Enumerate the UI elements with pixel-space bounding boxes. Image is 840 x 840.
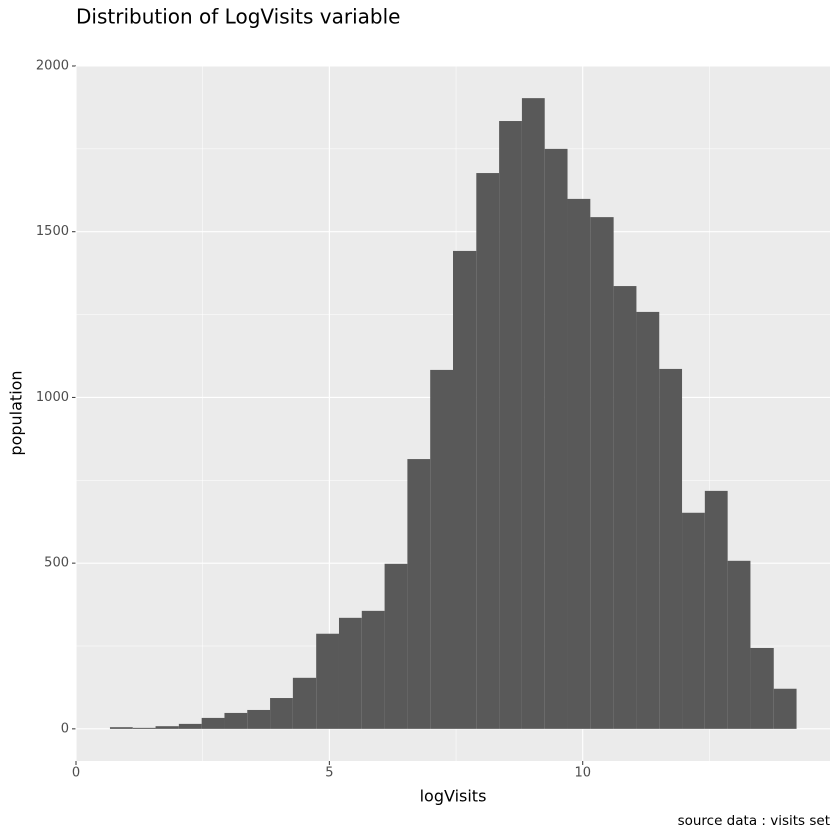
bar <box>453 250 477 729</box>
x-tick-label: 5 <box>325 766 333 781</box>
bar <box>659 368 683 729</box>
bar <box>178 723 202 729</box>
bar <box>361 610 385 729</box>
bar <box>132 727 156 729</box>
bar <box>521 98 545 729</box>
x-tick-label: 10 <box>574 766 591 781</box>
bar <box>247 709 271 729</box>
bar <box>682 512 705 729</box>
bar <box>567 198 591 729</box>
y-tick-label: 2000 <box>36 59 69 74</box>
bar <box>430 369 453 729</box>
caption: source data : visits set <box>678 813 830 829</box>
bar <box>270 698 293 729</box>
bar <box>613 286 637 729</box>
bar <box>499 121 522 729</box>
bar <box>750 647 774 729</box>
y-tick-label: 500 <box>44 556 69 571</box>
bar <box>109 727 133 729</box>
bar <box>704 490 728 729</box>
bar <box>727 560 751 729</box>
bar <box>338 617 362 729</box>
bar <box>773 688 797 729</box>
x-tick-label: 0 <box>72 766 80 781</box>
bar <box>292 677 317 729</box>
y-tick-label: 0 <box>61 721 69 736</box>
bar <box>590 217 614 729</box>
bar <box>636 311 660 729</box>
bar <box>316 633 339 729</box>
x-axis-label: logVisits <box>420 787 487 806</box>
bar <box>224 712 248 729</box>
bar <box>384 563 408 729</box>
bar <box>201 717 225 729</box>
bar <box>407 459 431 729</box>
bar <box>476 173 500 729</box>
y-axis-label: population <box>7 370 26 455</box>
chart-title: Distribution of LogVisits variable <box>76 5 400 29</box>
bar <box>155 726 179 729</box>
bar <box>544 148 568 729</box>
y-tick-label: 1000 <box>36 390 69 405</box>
y-tick-label: 1500 <box>36 224 69 239</box>
